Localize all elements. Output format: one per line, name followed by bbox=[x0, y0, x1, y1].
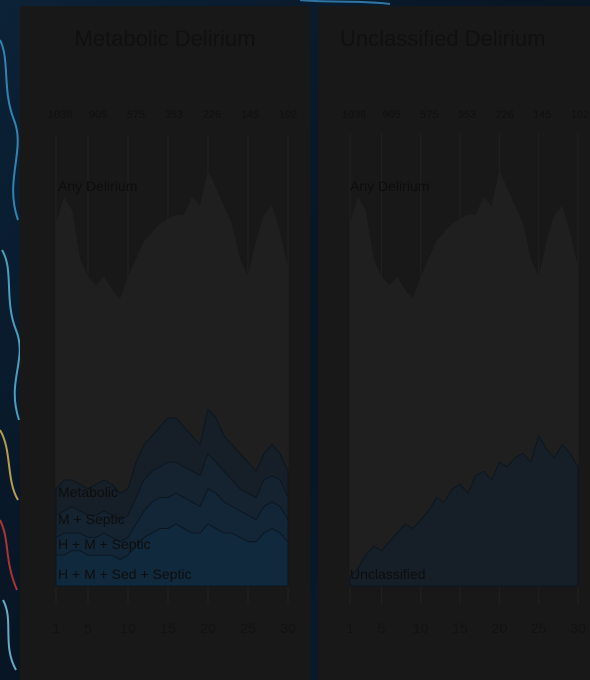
panel-title: Metabolic Delirium bbox=[74, 26, 256, 51]
top-tick-label: 1038 bbox=[342, 109, 366, 121]
panel-unclassified-delirium: Unclassified Delirium Any Delirium Unclas… bbox=[318, 6, 590, 680]
x-tick-label: 1 bbox=[52, 620, 60, 636]
series-label: H + M + Septic bbox=[58, 536, 151, 552]
panel-title: Unclassified Delirium bbox=[340, 26, 546, 51]
x-tick-label: 10 bbox=[120, 620, 136, 636]
top-tick-label: 102 bbox=[279, 109, 297, 121]
top-tick-label: 1038 bbox=[48, 109, 72, 121]
series-label: Any Delirium bbox=[350, 178, 429, 194]
x-tick-label: 15 bbox=[452, 620, 468, 636]
series-label: H + M + Sed + Septic bbox=[58, 566, 191, 582]
top-tick-label: 575 bbox=[420, 109, 438, 121]
top-tick-label: 145 bbox=[241, 109, 259, 121]
top-tick-label: 102 bbox=[571, 109, 589, 121]
x-tick-label: 1 bbox=[346, 620, 354, 636]
top-tick-label: 353 bbox=[165, 109, 183, 121]
x-tick-label: 5 bbox=[84, 620, 92, 636]
top-tick-label: 575 bbox=[127, 109, 145, 121]
series-label: Any Delirium bbox=[58, 178, 137, 194]
top-tick-label: 353 bbox=[458, 109, 476, 121]
area-unclassified bbox=[349, 434, 579, 587]
plot-area: Any Delirium Metabolic M + Septic H + M + S… bbox=[48, 109, 297, 636]
series-label: Metabolic bbox=[58, 484, 118, 500]
top-tick-label: 145 bbox=[533, 109, 551, 121]
x-tick-label: 5 bbox=[378, 620, 386, 636]
top-tick-label: 226 bbox=[495, 109, 513, 121]
plot-area: Any Delirium Unclassified 1038 905 575 353 226… bbox=[342, 109, 589, 636]
top-tick-label: 226 bbox=[203, 109, 221, 121]
series-label: Unclassified bbox=[350, 566, 425, 582]
x-tick-label: 30 bbox=[570, 620, 586, 636]
x-tick-label: 25 bbox=[240, 620, 256, 636]
x-tick-label: 15 bbox=[160, 620, 176, 636]
top-tick-label: 905 bbox=[382, 109, 400, 121]
top-tick-label: 905 bbox=[89, 109, 107, 121]
panel-metabolic-delirium: Metabolic Delirium Any Delirium Metabolic… bbox=[20, 6, 310, 680]
series-label: M + Septic bbox=[58, 511, 125, 527]
x-tick-label: 25 bbox=[531, 620, 547, 636]
x-tick-label: 20 bbox=[492, 620, 508, 636]
x-tick-label: 30 bbox=[280, 620, 296, 636]
x-tick-label: 20 bbox=[200, 620, 216, 636]
x-tick-label: 10 bbox=[413, 620, 429, 636]
area-h-m-sed-septic bbox=[55, 523, 289, 587]
